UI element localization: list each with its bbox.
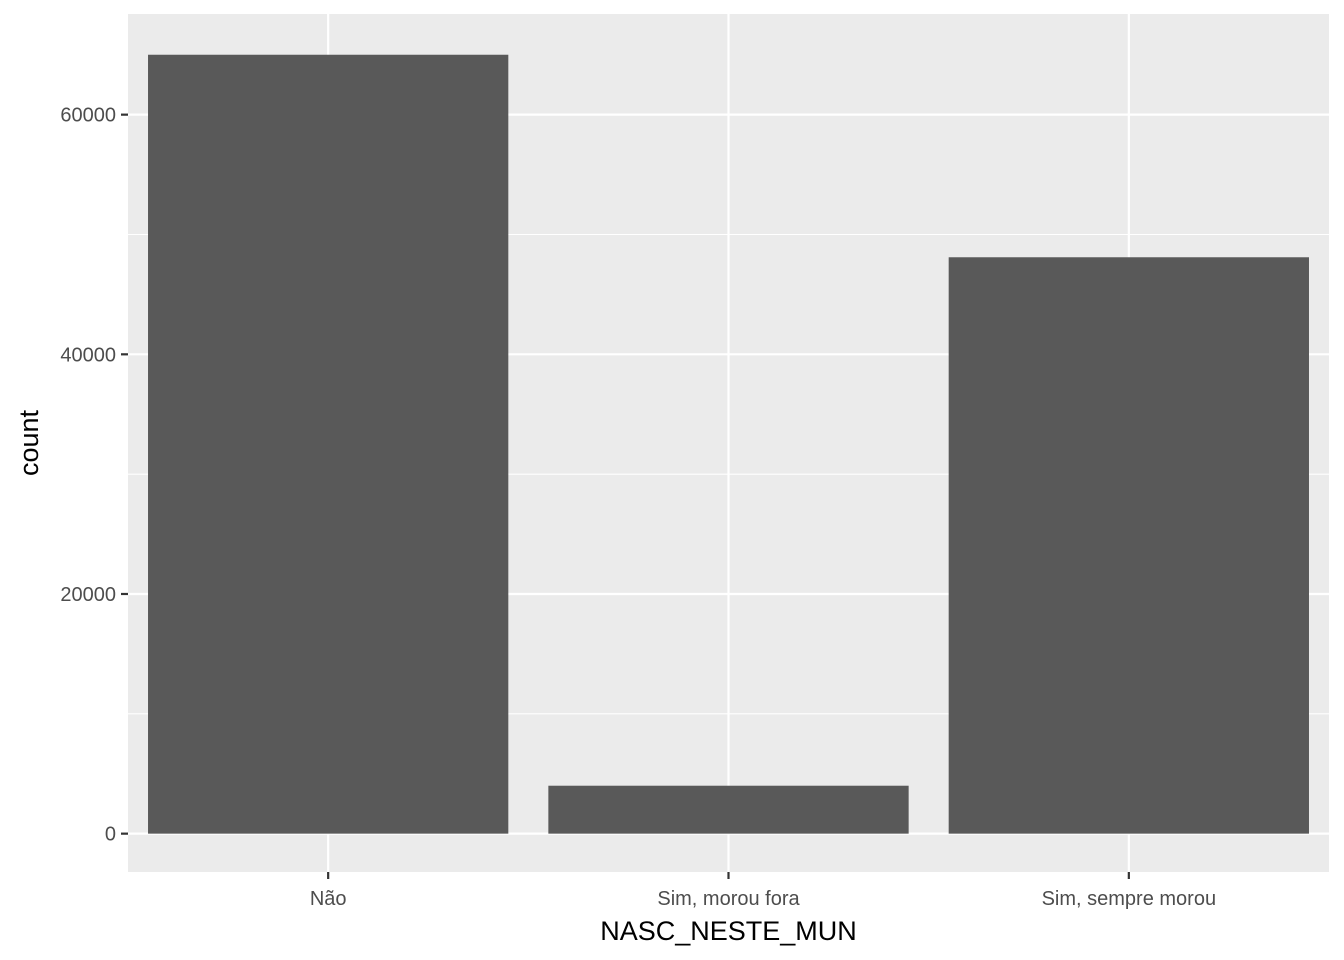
bar bbox=[948, 257, 1309, 834]
y-tick-label: 60000 bbox=[60, 105, 116, 127]
x-tick-label: Sim, morou fora bbox=[657, 888, 800, 910]
x-axis: Não Sim, morou fora Sim, sempre morou bbox=[310, 872, 1216, 910]
x-tick-label: Não bbox=[310, 888, 347, 910]
bar bbox=[148, 54, 509, 834]
bars bbox=[148, 54, 1309, 834]
y-axis-title: count bbox=[14, 409, 44, 476]
y-tick-label: 20000 bbox=[60, 584, 116, 606]
x-tick-label: Sim, sempre morou bbox=[1042, 888, 1217, 910]
y-tick-label: 0 bbox=[105, 824, 116, 846]
y-tick-label: 40000 bbox=[60, 344, 116, 366]
y-axis: 0 20000 40000 60000 bbox=[60, 105, 128, 846]
bar bbox=[548, 785, 909, 834]
x-axis-title: NASC_NESTE_MUN bbox=[600, 916, 857, 946]
